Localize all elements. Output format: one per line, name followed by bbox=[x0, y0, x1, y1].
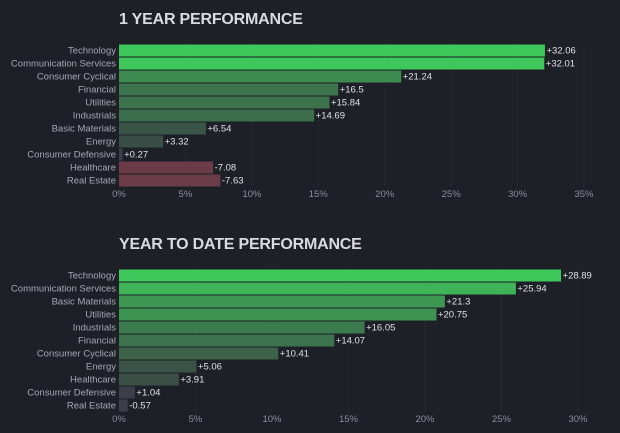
x-tick-label: 0% bbox=[112, 189, 126, 200]
value-label: +3.32 bbox=[165, 137, 189, 148]
x-tick-label: 5% bbox=[189, 414, 203, 425]
x-tick-label: 0% bbox=[112, 414, 126, 425]
bar-technology bbox=[119, 44, 545, 57]
category-label: Consumer Cyclical bbox=[37, 349, 116, 360]
value-label: +0.27 bbox=[124, 150, 148, 161]
value-label: +14.07 bbox=[336, 336, 365, 347]
category-label: Industrials bbox=[73, 323, 117, 334]
bar-utilities bbox=[119, 308, 437, 321]
category-label: Communication Services bbox=[11, 59, 116, 70]
bar-financial bbox=[119, 334, 335, 347]
value-label: +16.5 bbox=[340, 85, 364, 96]
bar-healthcare bbox=[119, 373, 179, 386]
x-tick-label: 15% bbox=[339, 414, 359, 425]
chart-1-year-performance: 0% 5% 10% 15% 20% 25% 30% 35% Technology +32.06 Co… bbox=[11, 44, 594, 200]
bar-real-estate bbox=[119, 174, 221, 187]
value-label: +6.54 bbox=[207, 124, 231, 135]
category-label: Technology bbox=[68, 271, 116, 282]
x-tick-label: 30% bbox=[568, 414, 588, 425]
category-label: Financial bbox=[78, 85, 116, 96]
bar-communication-services bbox=[119, 282, 516, 295]
value-label: -7.63 bbox=[222, 176, 244, 187]
value-label: +32.01 bbox=[546, 59, 575, 70]
value-label: +14.69 bbox=[316, 111, 345, 122]
category-label: Energy bbox=[86, 362, 116, 373]
category-label: Financial bbox=[78, 336, 116, 347]
bar-communication-services bbox=[119, 57, 545, 70]
x-tick-label: 5% bbox=[179, 189, 193, 200]
value-label: -7.08 bbox=[215, 163, 237, 174]
x-tick-label: 20% bbox=[375, 189, 395, 200]
value-label: +5.06 bbox=[198, 362, 222, 373]
bar-utilities bbox=[119, 96, 330, 109]
category-label: Healthcare bbox=[70, 375, 116, 386]
category-label: Communication Services bbox=[11, 284, 116, 295]
x-tick-label: 10% bbox=[262, 414, 282, 425]
chart-title-ytd: YEAR TO DATE PERFORMANCE bbox=[119, 236, 362, 253]
value-label: +16.05 bbox=[366, 323, 395, 334]
category-label: Industrials bbox=[73, 111, 117, 122]
value-label: -0.57 bbox=[129, 401, 151, 412]
x-tick-label: 10% bbox=[242, 189, 262, 200]
category-label: Real Estate bbox=[67, 401, 116, 412]
x-tick-label: 15% bbox=[309, 189, 329, 200]
value-label: +25.94 bbox=[517, 284, 546, 295]
value-label: +21.24 bbox=[403, 72, 432, 83]
value-label: +21.3 bbox=[446, 297, 470, 308]
category-label: Energy bbox=[86, 137, 116, 148]
bar-financial bbox=[119, 83, 339, 96]
category-label: Utilities bbox=[85, 98, 116, 109]
bar-energy bbox=[119, 360, 197, 373]
bar-consumer-defensive bbox=[119, 148, 123, 161]
value-label: +3.91 bbox=[180, 375, 204, 386]
category-label: Consumer Cyclical bbox=[37, 72, 116, 83]
x-tick-label: 25% bbox=[442, 189, 462, 200]
bar-industrials bbox=[119, 109, 315, 122]
x-tick-label: 35% bbox=[574, 189, 594, 200]
value-label: +28.89 bbox=[563, 271, 592, 282]
category-label: Technology bbox=[68, 46, 116, 57]
bar-energy bbox=[119, 135, 164, 148]
chart-title-1-year: 1 YEAR PERFORMANCE bbox=[119, 11, 303, 28]
category-label: Basic Materials bbox=[52, 297, 117, 308]
bar-real-estate bbox=[119, 399, 128, 412]
category-label: Utilities bbox=[85, 310, 116, 321]
x-tick-label: 20% bbox=[415, 414, 435, 425]
x-tick-label: 30% bbox=[508, 189, 528, 200]
bar-healthcare bbox=[119, 161, 214, 174]
bar-basic-materials bbox=[119, 122, 206, 135]
bar-technology bbox=[119, 269, 562, 282]
category-label: Consumer Defensive bbox=[27, 150, 116, 161]
bar-consumer-cyclical bbox=[119, 347, 279, 360]
bar-consumer-defensive bbox=[119, 386, 135, 399]
value-label: +1.04 bbox=[136, 388, 160, 399]
category-label: Healthcare bbox=[70, 163, 116, 174]
value-label: +20.75 bbox=[438, 310, 467, 321]
category-label: Consumer Defensive bbox=[27, 388, 116, 399]
category-label: Real Estate bbox=[67, 176, 116, 187]
category-label: Basic Materials bbox=[52, 124, 117, 135]
value-label: +32.06 bbox=[546, 46, 575, 57]
bar-industrials bbox=[119, 321, 365, 334]
x-tick-label: 25% bbox=[492, 414, 512, 425]
bar-basic-materials bbox=[119, 295, 445, 308]
value-label: +10.41 bbox=[280, 349, 309, 360]
value-label: +15.84 bbox=[331, 98, 360, 109]
bar-consumer-cyclical bbox=[119, 70, 402, 83]
